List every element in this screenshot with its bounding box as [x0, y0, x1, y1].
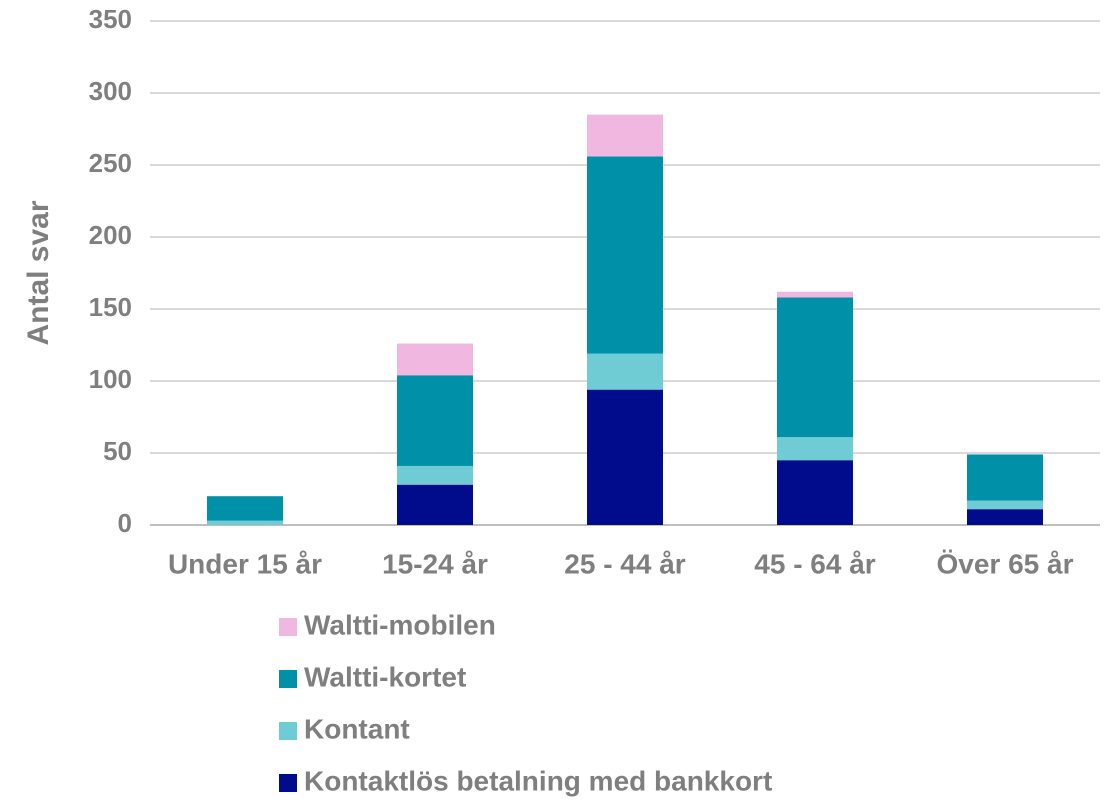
bar-segment [967, 500, 1043, 510]
bar-segment [967, 454, 1043, 501]
bar-segment [777, 437, 853, 461]
y-axis-title: Antal svar [22, 200, 55, 345]
x-tick-label: 15-24 år [382, 548, 488, 579]
y-tick-label: 150 [89, 292, 132, 322]
x-tick-label: 25 - 44 år [564, 548, 686, 579]
bar-segment [397, 484, 473, 525]
legend-swatch [279, 722, 297, 740]
bar-segment [397, 465, 473, 485]
bar-segment [777, 297, 853, 438]
legend-label: Waltti-kortet [304, 661, 466, 692]
bar-segment [587, 156, 663, 354]
legend-label: Waltti-mobilen [304, 609, 496, 640]
y-tick-label: 350 [89, 4, 132, 34]
x-tick-label: 45 - 64 år [754, 548, 876, 579]
legend-swatch [279, 670, 297, 688]
bar-segment [397, 343, 473, 376]
legend-label: Kontant [304, 713, 410, 744]
bar-segment [777, 460, 853, 525]
y-tick-label: 200 [89, 220, 132, 250]
x-tick-label: Över 65 år [937, 548, 1074, 579]
x-tick-label: Under 15 år [168, 548, 322, 579]
bar-segment [207, 520, 283, 525]
legend-swatch [279, 774, 297, 792]
bar-segment [207, 496, 283, 521]
y-tick-label: 0 [118, 508, 132, 538]
bar-segment [587, 114, 663, 157]
bar-segment [777, 291, 853, 298]
legend-swatch [279, 618, 297, 636]
bar-segment [967, 509, 1043, 525]
y-tick-label: 100 [89, 364, 132, 394]
bar-segment [397, 375, 473, 466]
bar-segment [587, 389, 663, 525]
legend-label: Kontaktlös betalning med bankkort [304, 765, 772, 796]
bar-segment [587, 353, 663, 390]
y-tick-label: 50 [103, 436, 132, 466]
y-tick-label: 250 [89, 148, 132, 178]
y-tick-label: 300 [89, 76, 132, 106]
